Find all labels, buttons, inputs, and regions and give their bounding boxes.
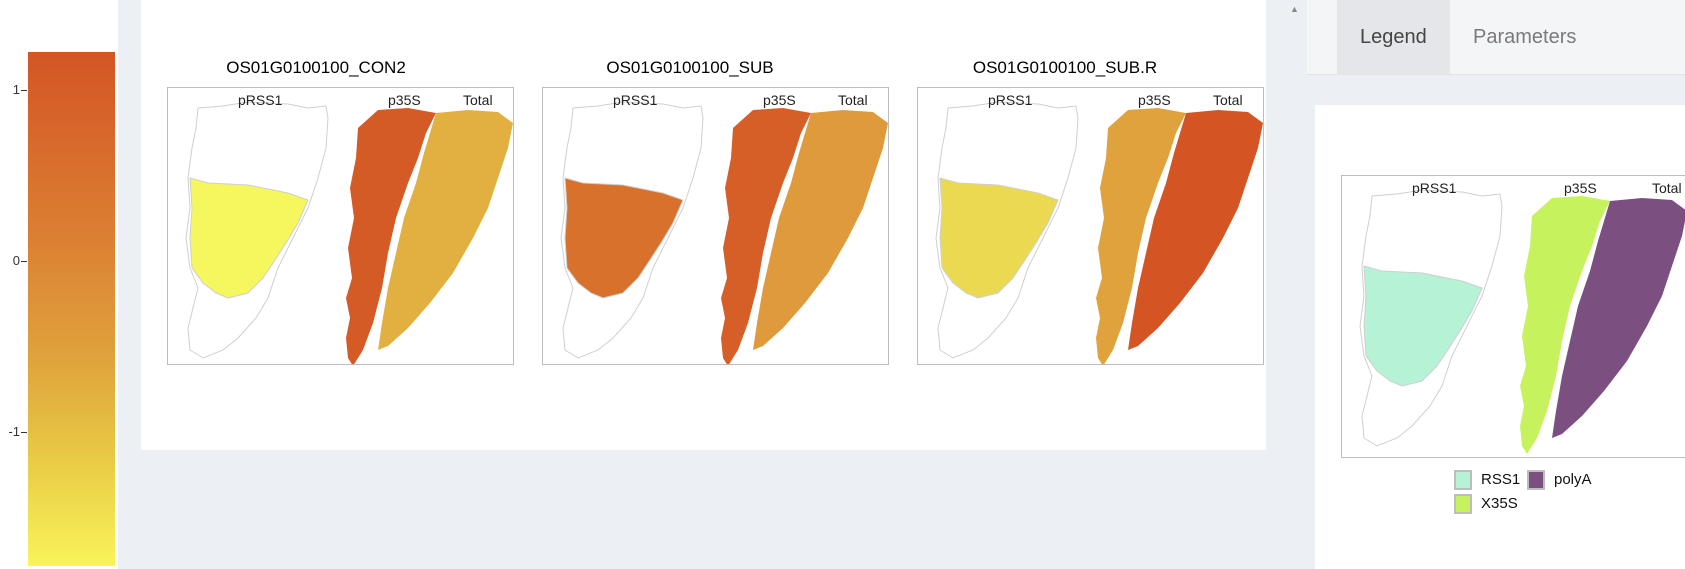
tab-bar: Legend Parameters xyxy=(1307,0,1685,75)
plot-title: OS01G0100100_CON2 xyxy=(226,58,406,77)
legend-region-total xyxy=(1552,198,1685,438)
colorbar-tick-label: 0 xyxy=(12,253,20,268)
legend-swatch-x35s xyxy=(1454,494,1472,514)
colorbar-panel: 1 0 -1 xyxy=(0,0,118,569)
region-label-p35s: p35S xyxy=(763,92,796,108)
plot-title: OS01G0100100_SUB.R xyxy=(972,58,1158,77)
tissue-plot-3[interactable]: pRSS1 p35S Total xyxy=(917,87,1264,365)
region-label-p35s: p35S xyxy=(1138,92,1171,108)
colorbar-tick xyxy=(21,432,27,433)
legend-region-label-p35s: p35S xyxy=(1564,180,1597,196)
region-prss1 xyxy=(189,177,309,299)
scroll-up-arrow-icon[interactable]: ▲ xyxy=(1290,4,1299,14)
legend-entry-x35s: X35S xyxy=(1481,495,1518,512)
legend-plot-svg xyxy=(1359,189,1685,454)
tissue-plot-2[interactable]: pRSS1 p35S Total xyxy=(542,87,889,365)
sidebar: Legend Parameters pRSS1 p35S Total RSS1 … xyxy=(1307,0,1685,569)
legend-region-label-prss1: pRSS1 xyxy=(1412,180,1457,196)
tissue-plot-svg xyxy=(935,101,1263,364)
tissue-plot-svg xyxy=(560,101,888,364)
tissue-plot-svg xyxy=(185,101,513,364)
region-label-prss1: pRSS1 xyxy=(613,92,658,108)
region-p35s xyxy=(1096,108,1186,364)
legend-region-p35s xyxy=(1520,196,1610,454)
region-label-p35s: p35S xyxy=(388,92,421,108)
region-p35s xyxy=(346,108,436,364)
region-label-prss1: pRSS1 xyxy=(988,92,1033,108)
legend-entry-polya: polyA xyxy=(1554,471,1592,488)
region-total xyxy=(753,110,888,350)
region-total xyxy=(1128,110,1263,350)
region-prss1 xyxy=(939,177,1059,299)
tab-parameters[interactable]: Parameters xyxy=(1473,26,1577,48)
region-total xyxy=(378,110,513,350)
legend-plot[interactable]: pRSS1 p35S Total xyxy=(1341,175,1685,458)
plot-panel: OS01G0100100_CON2 pRSS1 p35S Total OS01G… xyxy=(141,0,1266,450)
region-label-total: Total xyxy=(463,92,493,108)
tissue-plot-1[interactable]: pRSS1 p35S Total xyxy=(167,87,514,365)
colorbar-tick xyxy=(21,261,27,262)
legend-swatch-polya xyxy=(1527,470,1545,490)
colorbar-gradient xyxy=(28,52,115,566)
colorbar-tick xyxy=(21,90,27,91)
region-label-prss1: pRSS1 xyxy=(238,92,283,108)
legend-region-prss1 xyxy=(1363,265,1483,387)
legend-entry-rss1: RSS1 xyxy=(1481,471,1521,488)
colorbar-tick-label: 1 xyxy=(12,82,20,97)
region-label-total: Total xyxy=(838,92,868,108)
region-label-total: Total xyxy=(1213,92,1243,108)
colorbar-tick-label: -1 xyxy=(8,424,20,439)
legend-swatch-rss1 xyxy=(1454,470,1472,490)
legend-region-label-total: Total xyxy=(1652,180,1682,196)
region-prss1 xyxy=(564,177,684,299)
plot-title: OS01G0100100_SUB xyxy=(606,58,774,77)
region-p35s xyxy=(721,108,811,364)
legend-card: pRSS1 p35S Total RSS1 polyA X35S xyxy=(1315,105,1685,569)
tab-legend[interactable]: Legend xyxy=(1337,0,1450,74)
